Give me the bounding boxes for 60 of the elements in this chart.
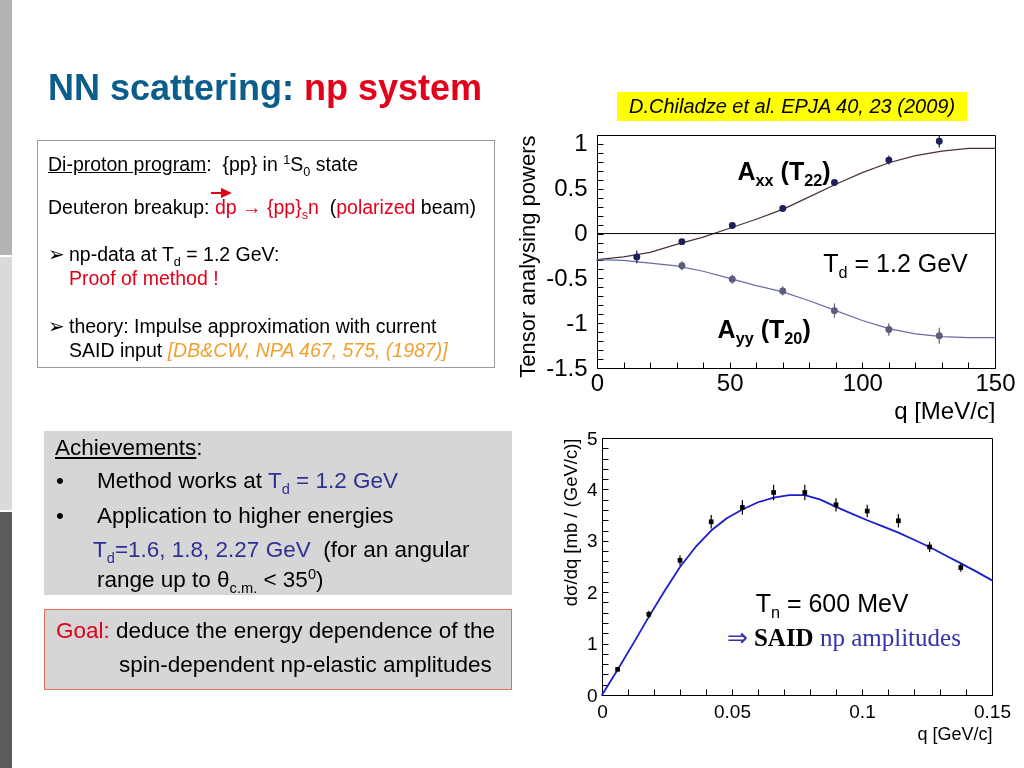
text: D.Chiladze et al. EPJA 40, 23 (2009) (628, 95, 956, 117)
text: • (56, 503, 64, 528)
text: deduce the energy dependence of the (115, 618, 496, 643)
text: Deuteron breakup: (48, 196, 211, 218)
y-tick-label: 0 (574, 219, 588, 247)
text: Proof of method ! (69, 267, 219, 289)
y-tick-label: 4 (586, 478, 598, 500)
text: np-data at T$_{d}$ = 1.2 GeV: (69, 243, 280, 269)
text: spin-dependent np-elastic amplitudes (119, 652, 492, 677)
x-tick-label: 0.1 (849, 700, 876, 722)
text: • (56, 468, 64, 493)
text: dp (214, 196, 237, 218)
text: theory: Impulse approximation with current (69, 315, 437, 337)
y-tick-label: 1 (574, 129, 588, 157)
text: T$_{d}$=1.6, 1.8, 2.27 GeV (93, 537, 311, 566)
text: ( (328, 196, 337, 218)
x-tick-label: 0.15 (974, 700, 1011, 722)
series-label: A$_{xx}$ (T$_{22}$) (737, 156, 831, 190)
x-axis-title: q [MeV/c] (894, 396, 996, 424)
y-axis-title: dσ/dq [mb / (GeV/c)] (559, 438, 581, 607)
text: Application to higher energies (97, 503, 394, 528)
annotation: SAID (753, 623, 814, 651)
y-tick-label: -1 (566, 308, 588, 336)
text: NN scattering: (48, 67, 296, 108)
y-tick-label: 0 (586, 684, 598, 706)
text: : {pp} in $^{1}$S$_{0}$ state (206, 152, 359, 179)
x-tick-label: 100 (842, 368, 883, 396)
y-axis-title: Tensor analysing powers (515, 135, 541, 378)
text: Achievements (55, 435, 197, 460)
text: [DB&CW, NPA 467, 575, (1987)] (167, 339, 448, 361)
y-tick-label: 0.5 (554, 174, 588, 202)
y-tick-label: -1.5 (546, 353, 588, 381)
text: Method works at (97, 468, 264, 493)
text: SAID input (69, 339, 164, 361)
text: ➢ (48, 315, 65, 337)
y-tick-label: -0.5 (546, 263, 588, 291)
annotation: ⇒ (726, 623, 748, 651)
annotation: T$_{n}$ = 600 MeV (755, 588, 909, 621)
annotation: T$_{d}$ = 1.2 GeV (823, 248, 968, 281)
text: Di-proton program (48, 152, 207, 175)
text: T$_{d}$ = 1.2 GeV (267, 468, 399, 497)
y-tick-label: 1 (586, 633, 598, 655)
x-tick-label: 150 (975, 368, 1016, 396)
text: ➢ (48, 243, 65, 265)
series-label: A$_{yy}$ (T$_{20}$) (717, 314, 811, 348)
y-tick-label: 3 (586, 530, 598, 552)
text: np system (304, 67, 483, 108)
text: polarized (336, 196, 416, 218)
text: (for an angular (322, 537, 470, 562)
text: → {pp}$_{s}$n (241, 196, 319, 222)
annotation: np amplitudes (819, 623, 961, 651)
text: Goal: (56, 618, 110, 643)
text: beam) (419, 196, 477, 218)
text: range up to θ$_{c.m.}$ < 35$^{0}$) (97, 565, 324, 595)
y-tick-label: 2 (586, 581, 598, 603)
x-tick-label: 50 (716, 368, 744, 396)
text: : (196, 435, 203, 460)
x-tick-label: 0.05 (714, 700, 751, 722)
y-tick-label: 5 (586, 427, 598, 449)
x-axis-title: q [GeV/c] (917, 723, 993, 744)
